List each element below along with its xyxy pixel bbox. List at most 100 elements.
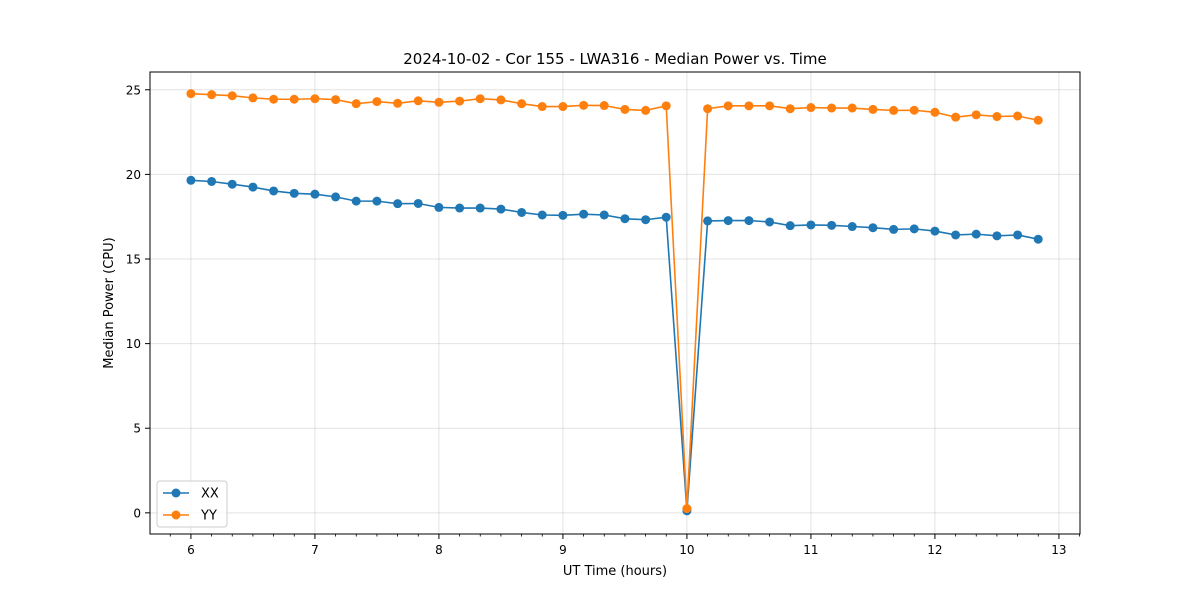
data-point-yy: [682, 504, 692, 514]
data-point-yy: [847, 103, 857, 113]
data-point-yy: [599, 101, 609, 111]
data-point-xx: [372, 196, 382, 206]
data-point-xx: [413, 198, 423, 208]
data-point-yy: [227, 91, 237, 101]
data-point-xx: [951, 230, 961, 240]
legend: XX YY: [156, 480, 228, 528]
data-point-xx: [703, 216, 713, 226]
data-point-xx: [847, 222, 857, 232]
data-point-yy: [517, 99, 527, 109]
data-point-yy: [289, 94, 299, 104]
data-point-xx: [455, 203, 465, 213]
x-tick-label: 13: [1051, 543, 1066, 557]
data-point-yy: [744, 101, 754, 111]
data-point-yy: [785, 104, 795, 114]
data-point-xx: [496, 204, 506, 214]
x-tick-label: 6: [187, 543, 195, 557]
data-point-yy: [455, 96, 465, 106]
data-point-xx: [661, 212, 671, 222]
data-point-xx: [806, 220, 816, 230]
data-point-xx: [310, 189, 320, 199]
data-point-yy: [393, 98, 403, 108]
x-axis: 6 7 8 9 10 11 12 13: [169, 534, 1080, 557]
data-point-xx: [393, 199, 403, 209]
y-tick-label: 5: [133, 422, 141, 436]
data-point-yy: [248, 93, 258, 103]
data-point-xx: [889, 224, 899, 234]
data-point-yy: [868, 104, 878, 114]
y-tick-label: 0: [133, 506, 141, 520]
x-tick-label: 9: [559, 543, 567, 557]
y-tick-label: 25: [126, 83, 141, 97]
data-point-yy: [186, 89, 196, 99]
data-point-xx: [785, 221, 795, 231]
data-point-xx: [1013, 230, 1023, 240]
data-point-yy: [537, 102, 547, 112]
data-point-yy: [269, 94, 279, 104]
data-point-xx: [930, 226, 940, 236]
data-point-yy: [889, 105, 899, 115]
data-point-yy: [765, 101, 775, 111]
data-point-xx: [599, 210, 609, 220]
data-point-xx: [186, 175, 196, 185]
data-point-xx: [620, 214, 630, 224]
data-point-yy: [620, 104, 630, 114]
data-point-xx: [537, 210, 547, 220]
legend-label-xx: XX: [201, 487, 219, 502]
data-point-xx: [351, 196, 361, 206]
data-point-yy: [971, 110, 981, 120]
series-layer: [186, 89, 1043, 516]
legend-label-yy: YY: [200, 509, 217, 524]
data-point-yy: [372, 97, 382, 107]
y-tick-label: 10: [126, 337, 141, 351]
y-axis-label: Median Power (CPU): [102, 237, 117, 368]
data-point-yy: [723, 101, 733, 111]
data-point-xx: [765, 217, 775, 227]
plot-frame: [149, 71, 1081, 535]
data-point-yy: [661, 101, 671, 111]
data-point-xx: [289, 188, 299, 198]
data-point-xx: [723, 216, 733, 226]
y-axis: 0 5 10 15 20 25: [126, 83, 150, 520]
legend-marker-xx: [171, 488, 181, 498]
x-tick-label: 10: [679, 543, 694, 557]
data-point-xx: [248, 182, 258, 192]
data-point-yy: [579, 100, 589, 110]
data-point-xx: [475, 203, 485, 213]
data-point-yy: [1013, 111, 1023, 121]
data-point-xx: [971, 229, 981, 239]
y-tick-label: 15: [126, 253, 141, 267]
chart-title: 2024-10-02 - Cor 155 - LWA316 - Median P…: [403, 50, 827, 68]
data-point-yy: [496, 95, 506, 105]
series-xx: [186, 175, 1043, 516]
y-tick-label: 20: [126, 168, 141, 182]
data-point-yy: [475, 94, 485, 104]
data-point-xx: [827, 220, 837, 230]
data-point-xx: [868, 223, 878, 233]
data-point-xx: [992, 231, 1002, 241]
data-point-yy: [310, 94, 320, 104]
data-point-yy: [558, 102, 568, 112]
legend-marker-yy: [171, 510, 181, 520]
data-point-xx: [207, 176, 217, 186]
data-point-xx: [434, 202, 444, 212]
data-point-yy: [413, 96, 423, 106]
data-point-yy: [806, 103, 816, 113]
data-point-yy: [434, 97, 444, 107]
data-point-xx: [579, 209, 589, 219]
x-axis-label: UT Time (hours): [563, 564, 667, 579]
data-point-yy: [703, 104, 713, 114]
series-yy: [186, 89, 1043, 514]
data-point-yy: [351, 99, 361, 109]
data-point-yy: [909, 105, 919, 115]
x-tick-label: 8: [435, 543, 443, 557]
data-point-xx: [641, 215, 651, 225]
data-point-xx: [1033, 234, 1043, 244]
data-point-yy: [207, 90, 217, 100]
x-tick-label: 7: [311, 543, 319, 557]
data-point-yy: [827, 103, 837, 113]
data-point-xx: [909, 224, 919, 234]
data-point-xx: [269, 186, 279, 196]
data-point-yy: [951, 112, 961, 122]
